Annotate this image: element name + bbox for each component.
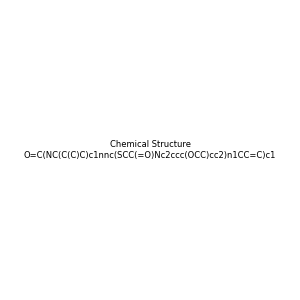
Text: Chemical Structure
O=C(NC(C(C)C)c1nnc(SCC(=O)Nc2ccc(OCC)cc2)n1CC=C)c1: Chemical Structure O=C(NC(C(C)C)c1nnc(SC…	[24, 140, 276, 160]
